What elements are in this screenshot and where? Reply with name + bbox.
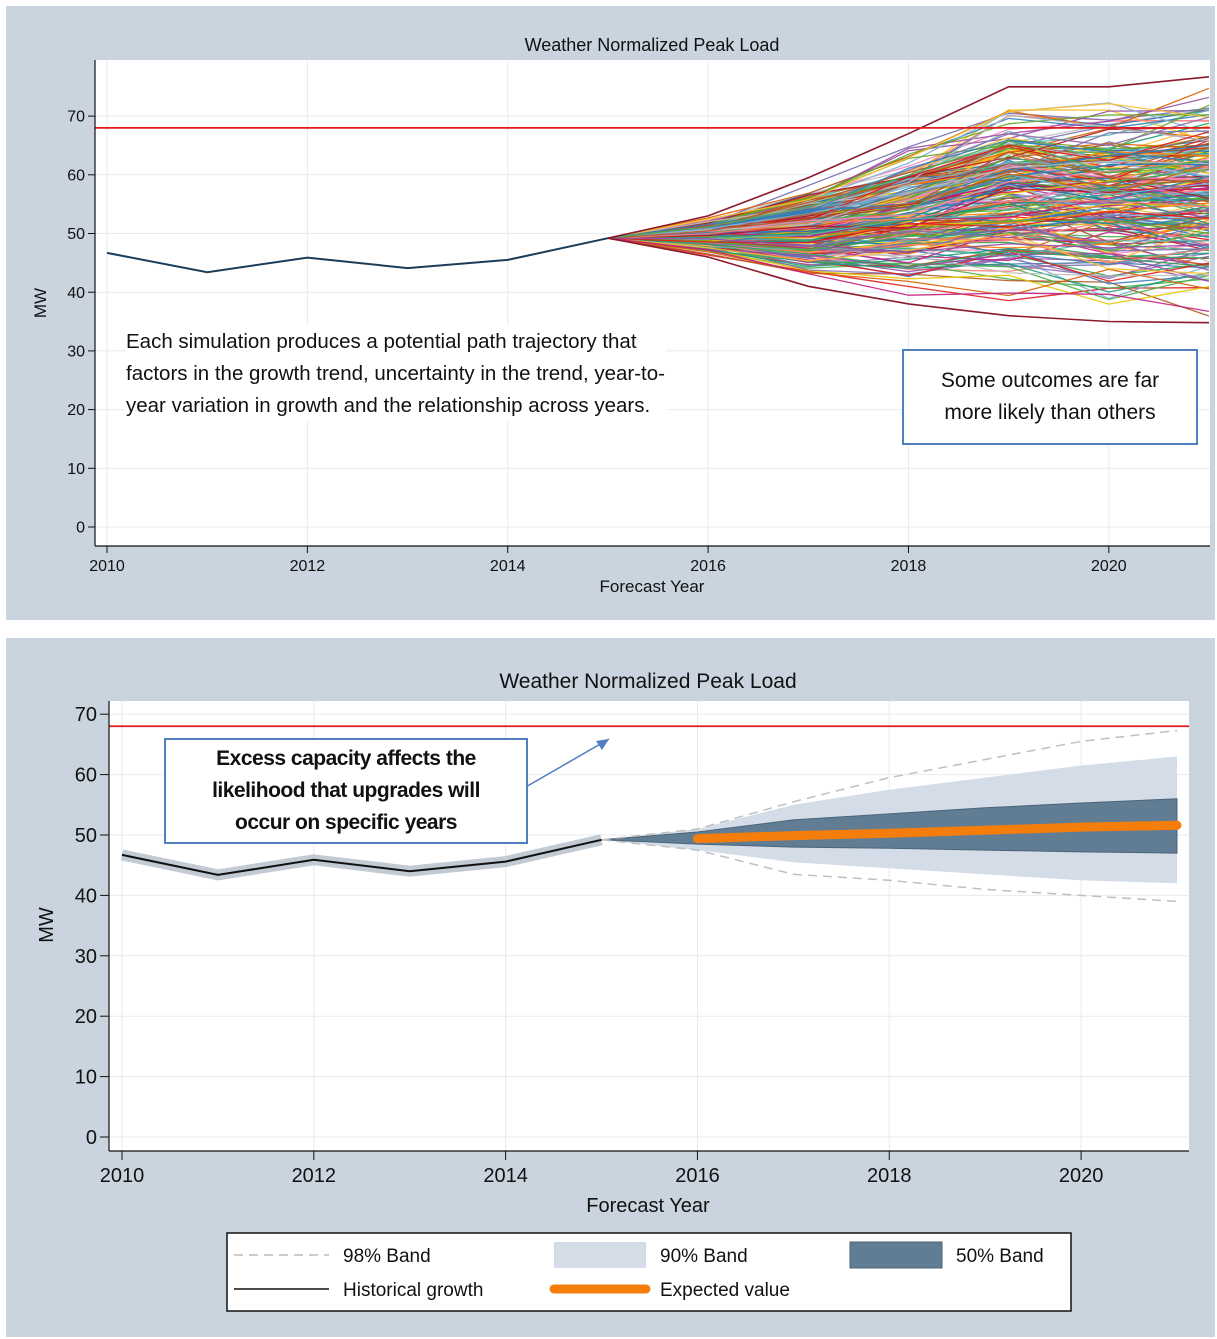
simulation-path [607,160,1210,239]
y-tick-label: 20 [75,1006,97,1028]
y-tick-label: 50 [67,226,85,243]
simulation-path [607,237,1210,268]
simulation-path [607,200,1210,239]
chart-title: Weather Normalized Peak Load [499,670,796,693]
simulation-path [607,173,1210,239]
x-tick-label: 2016 [675,1165,720,1187]
x-axis-label: Forecast Year [600,577,705,596]
simulation-path [607,237,1210,258]
y-tick-label: 20 [67,402,85,419]
y-tick-label: 30 [67,344,85,361]
simulation-path [607,210,1210,244]
simulation-path [607,237,1210,313]
simulation-path [607,219,1210,251]
band-98-upper [601,729,1178,841]
y-axis-label: MW [31,288,50,318]
x-tick-label: 2012 [290,558,326,575]
chart-panel-simulations: 0 10 20 30 40 50 60 70 2010 2012 2014 2016 2018 2020 … [6,6,1215,620]
historical-line [106,237,609,274]
y-tick-label: 10 [67,461,85,478]
simulation-path [607,184,1210,239]
x-tick-label: 2014 [483,1165,528,1187]
x-tick-label: 2010 [89,558,125,575]
y-tick-label: 30 [75,946,97,968]
simulation-annotation: Each simulation produces a potential pat… [126,326,666,422]
simulation-path [607,173,1210,239]
legend-label-98: 98% Band [343,1246,431,1267]
legend-swatch-50 [849,1241,943,1269]
x-tick-label: 2016 [690,558,726,575]
simulation-path [607,237,1210,301]
y-tick-label: 60 [67,167,85,184]
chart-panel-bands: 0 10 20 30 40 50 60 70 2010 2012 2014 2016 2018 2020 … [6,638,1215,1337]
plot-area [95,60,1210,546]
x-tick-label: 2014 [490,558,526,575]
chart-title: Weather Normalized Peak Load [525,35,780,55]
legend: 98% Band 90% Band 50% Band Historical gr… [226,1232,1072,1312]
x-tick-label: 2020 [1059,1165,1104,1187]
simulation-path-max [607,76,1210,239]
y-tick-label: 0 [86,1127,97,1149]
y-tick-label: 60 [75,765,97,787]
legend-label-historical: Historical growth [343,1280,483,1301]
x-tick-label: 2018 [891,558,927,575]
likelihood-callout: Some outcomes are far more likely than o… [902,349,1198,445]
x-tick-label: 2018 [867,1165,912,1187]
y-tick-label: 0 [76,520,85,537]
y-axis-label: MW [36,907,58,943]
expected-value-line [693,820,1182,844]
x-tick-label: 2010 [100,1165,145,1187]
historical-line [121,838,602,876]
y-tick-label: 40 [75,885,97,907]
capacity-callout-text: Excess capacity affects the likelihood t… [212,747,480,834]
y-tick-label: 70 [67,109,85,126]
legend-label-90: 90% Band [660,1246,748,1267]
simulation-path [607,139,1210,239]
band-98-lower [601,839,1178,903]
x-axis-label: Forecast Year [586,1195,710,1217]
likelihood-callout-text: Some outcomes are far more likely than o… [940,369,1160,424]
simulation-path [607,131,1210,239]
simulation-path [607,139,1210,239]
x-tick-label: 2012 [292,1165,337,1187]
legend-label-50: 50% Band [956,1246,1044,1267]
y-tick-label: 40 [67,285,85,302]
callout-arrow [523,738,610,789]
simulation-path [607,237,1210,253]
legend-label-expected: Expected value [660,1280,790,1301]
simulation-path-min [607,237,1210,324]
y-tick-label: 10 [75,1067,97,1089]
y-tick-label: 70 [75,704,97,726]
capacity-callout: Excess capacity affects the likelihood t… [164,738,528,844]
y-tick-label: 50 [75,825,97,847]
x-tick-label: 2020 [1091,558,1127,575]
legend-swatch-90 [554,1242,646,1268]
simulation-path [607,233,1210,275]
simulation-path [607,103,1210,239]
callout-arrowhead [596,739,609,750]
